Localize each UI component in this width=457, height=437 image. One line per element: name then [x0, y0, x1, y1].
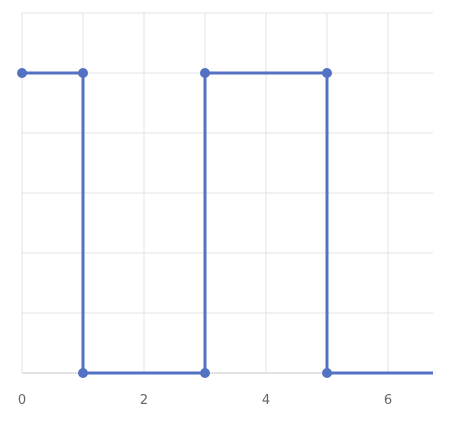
data-points	[17, 68, 332, 378]
x-tick-label: 6	[384, 393, 392, 408]
x-axis-tick-labels: 0 2 4 6	[18, 393, 392, 408]
x-tick-label: 2	[140, 393, 148, 408]
data-point	[17, 68, 27, 78]
data-point	[78, 368, 88, 378]
series-layer	[22, 71, 433, 375]
data-point	[78, 68, 88, 78]
series-line	[22, 71, 433, 375]
data-point	[322, 368, 332, 378]
x-tick-label: 4	[262, 393, 270, 408]
data-point	[200, 68, 210, 78]
data-point	[322, 68, 332, 78]
data-point	[200, 368, 210, 378]
x-tick-label: 0	[18, 393, 26, 408]
